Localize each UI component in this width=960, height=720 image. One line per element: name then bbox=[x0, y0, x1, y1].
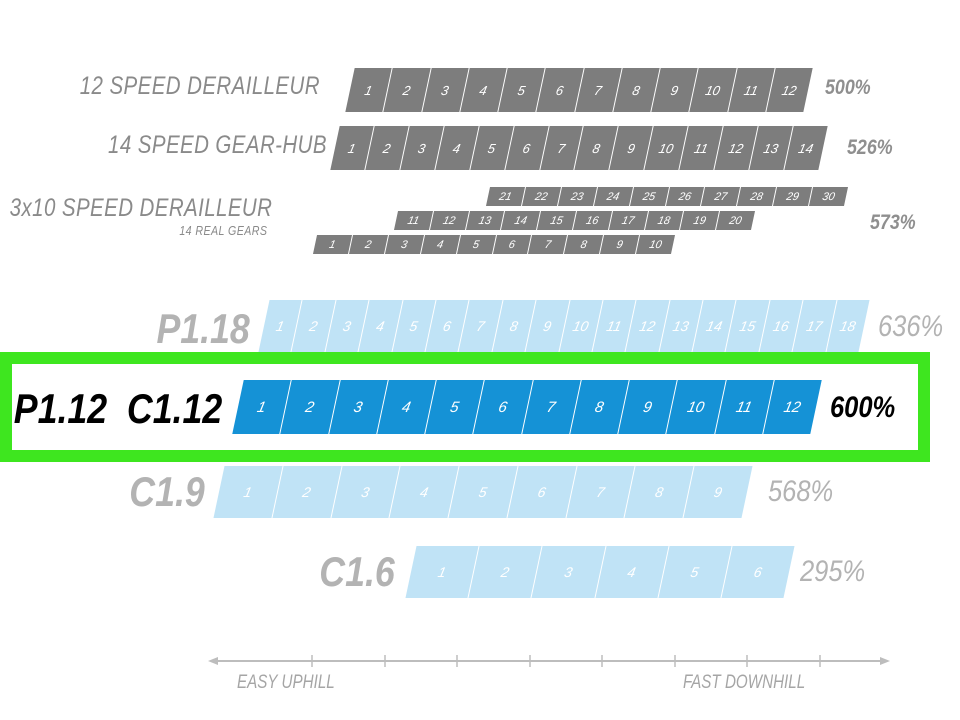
gear-cell: 15 bbox=[537, 211, 578, 230]
gear-cell: 9 bbox=[600, 235, 641, 254]
gear-cell: 2 bbox=[468, 546, 543, 598]
gear-cell: 24 bbox=[593, 187, 634, 206]
range-14-speed: 526% bbox=[847, 136, 893, 159]
gear-cell: 30 bbox=[821, 190, 837, 203]
gear-bar-12-speed: 1 2 3 4 5 6 7 8 9 10 11 12 bbox=[345, 68, 813, 112]
gear-cell: 16 bbox=[572, 211, 613, 230]
range-12-speed: 500% bbox=[825, 76, 871, 99]
gear-cell: 11 bbox=[393, 211, 434, 230]
gear-cell: 4 bbox=[594, 546, 670, 598]
gear-cell: 7 bbox=[528, 235, 569, 254]
gear-cell: 17 bbox=[608, 211, 649, 230]
range-3x10: 573% bbox=[870, 211, 916, 234]
gear-cell: 14 bbox=[501, 211, 542, 230]
range-c19: 568% bbox=[768, 475, 834, 508]
gear-cell: 5 bbox=[658, 546, 733, 598]
row-label-3x10: 3x10 SPEED DERAILLEUR bbox=[9, 194, 272, 222]
axis-label-easy-uphill: EASY UPHILL bbox=[237, 672, 335, 693]
gear-cell: 27 bbox=[701, 187, 742, 206]
gear-cell: 3 bbox=[384, 235, 425, 254]
gear-cell: 19 bbox=[680, 211, 721, 230]
gear-cell: 22 bbox=[521, 187, 562, 206]
gear-bar-3x10-top: 21 22 23 24 25 26 27 28 29 30 bbox=[485, 187, 849, 206]
gear-cell: 28 bbox=[737, 187, 778, 206]
range-p112-c112: 600% bbox=[830, 391, 896, 424]
gear-bar-p118: 1 2 3 4 5 6 7 8 9 10 11 12 13 14 15 16 17 18 bbox=[258, 300, 870, 352]
gear-bar-3x10-bottom: 1 2 3 4 5 6 7 8 9 10 bbox=[312, 235, 676, 254]
gear-bar-3x10-mid: 11 12 13 14 15 16 17 18 19 20 bbox=[393, 211, 756, 230]
axis-label-fast-downhill: FAST DOWNHILL bbox=[683, 672, 806, 693]
row-label-p118: P1.18 bbox=[156, 305, 250, 352]
axis-arrow-left-icon bbox=[208, 657, 218, 665]
gear-bar-p112-c112: 1 2 3 4 5 6 7 8 9 10 11 12 bbox=[232, 380, 822, 434]
row-label-c19: C1.9 bbox=[129, 468, 205, 515]
gear-cell: 21 bbox=[485, 187, 526, 206]
gear-cell: 20 bbox=[728, 214, 743, 227]
axis-arrow-right-icon bbox=[880, 657, 890, 665]
row-sublabel-3x10: 14 REAL GEARS bbox=[178, 223, 267, 238]
gear-cell: 3 bbox=[531, 546, 607, 598]
gear-cell: 12 bbox=[429, 211, 470, 230]
gear-cell: 1 bbox=[405, 546, 480, 598]
gear-cell: 26 bbox=[665, 187, 706, 206]
gear-cell: 23 bbox=[557, 187, 598, 206]
gear-cell: 4 bbox=[420, 235, 461, 254]
gear-cell: 2 bbox=[348, 235, 389, 254]
gear-cell: 12 bbox=[780, 82, 799, 98]
range-axis bbox=[208, 655, 890, 667]
gear-cell: 6 bbox=[492, 235, 533, 254]
row-label-c16: C1.6 bbox=[319, 548, 395, 595]
gear-bar-14-speed: 1 2 3 4 5 6 7 8 9 10 11 12 13 14 bbox=[330, 126, 828, 170]
range-c16: 295% bbox=[800, 555, 866, 588]
gear-cell: 18 bbox=[644, 211, 685, 230]
row-label-p112-c112: P1.12 C1.12 bbox=[13, 385, 222, 432]
gear-cell: 9 bbox=[712, 484, 724, 500]
gear-cell: 6 bbox=[752, 564, 764, 580]
row-label-12-speed: 12 SPEED DERAILLEUR bbox=[79, 72, 320, 100]
gear-cell: 8 bbox=[564, 235, 605, 254]
gear-cell: 25 bbox=[629, 187, 670, 206]
gear-cell: 13 bbox=[465, 211, 506, 230]
gear-cell: 5 bbox=[456, 235, 497, 254]
gear-cell: 10 bbox=[648, 238, 664, 251]
gear-cell: 29 bbox=[773, 187, 814, 206]
row-label-14-speed: 14 SPEED GEAR-HUB bbox=[108, 131, 327, 159]
range-p118: 636% bbox=[878, 310, 944, 343]
gear-cell: 1 bbox=[312, 235, 353, 254]
